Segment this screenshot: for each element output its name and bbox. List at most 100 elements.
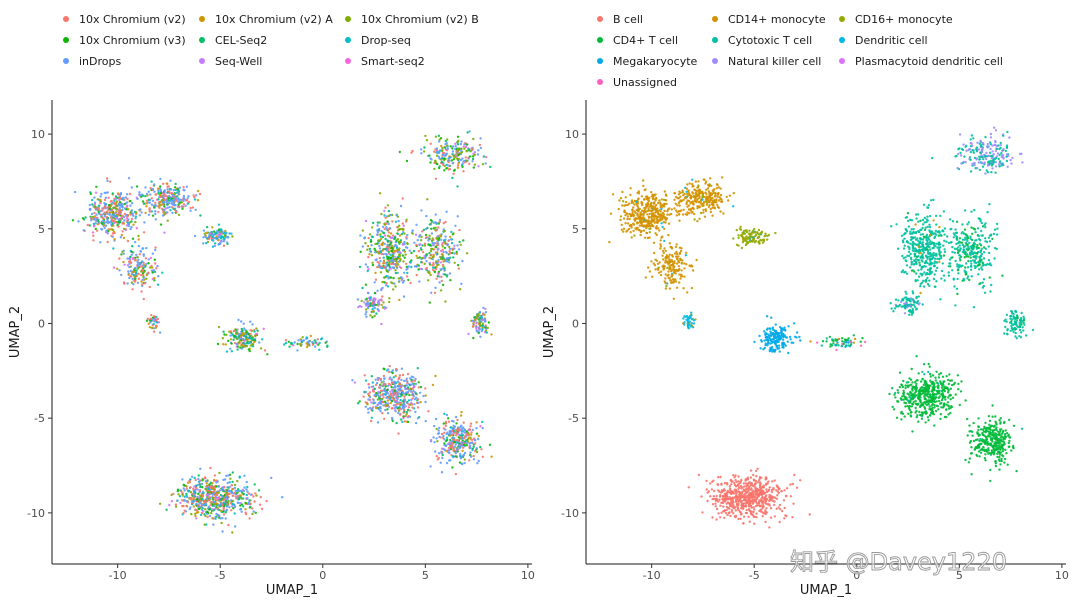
- data-point: [167, 197, 170, 200]
- data-point: [441, 267, 444, 270]
- data-point: [414, 382, 418, 386]
- data-point: [633, 203, 636, 206]
- data-point: [660, 222, 663, 225]
- data-point: [404, 405, 408, 408]
- data-point: [163, 198, 166, 201]
- data-point: [829, 345, 832, 348]
- data-point: [369, 249, 372, 253]
- data-point: [665, 202, 668, 206]
- data-point: [194, 208, 197, 211]
- data-point: [391, 254, 394, 257]
- data-point: [690, 314, 693, 317]
- data-point: [397, 253, 401, 257]
- data-point: [451, 145, 455, 148]
- data-point: [478, 321, 481, 325]
- data-point: [386, 239, 389, 243]
- data-point: [215, 512, 218, 516]
- data-point: [121, 202, 124, 206]
- data-point: [132, 283, 135, 286]
- data-point: [454, 452, 457, 455]
- data-point: [258, 341, 261, 344]
- data-point: [795, 331, 799, 334]
- data-point: [386, 399, 389, 402]
- data-point: [212, 504, 216, 508]
- data-point: [676, 197, 679, 200]
- data-point: [133, 268, 136, 271]
- data-point: [475, 450, 479, 454]
- data-point: [161, 271, 164, 274]
- data-point: [92, 234, 95, 237]
- data-point: [223, 333, 226, 336]
- data-point: [405, 236, 408, 239]
- data-point: [629, 193, 632, 197]
- data-point: [131, 245, 134, 248]
- data-point: [662, 213, 665, 216]
- data-point: [383, 234, 387, 237]
- data-point: [766, 234, 769, 238]
- data-point: [227, 499, 230, 503]
- data-point: [202, 229, 206, 232]
- data-point: [825, 340, 828, 343]
- data-point: [479, 335, 482, 338]
- data-point: [771, 328, 775, 331]
- data-point: [134, 277, 137, 280]
- data-point: [383, 417, 386, 420]
- data-point: [660, 198, 663, 201]
- data-point: [154, 248, 157, 252]
- data-point: [390, 213, 394, 217]
- data-point: [678, 281, 681, 284]
- data-point: [250, 335, 253, 338]
- data-point: [153, 258, 156, 261]
- data-point: [439, 289, 443, 292]
- data-point: [114, 195, 118, 198]
- data-point: [463, 428, 466, 432]
- data-point: [367, 411, 370, 414]
- data-point: [368, 233, 372, 236]
- data-point: [199, 485, 202, 488]
- data-point: [621, 190, 624, 194]
- data-point: [193, 198, 197, 201]
- data-point: [401, 197, 404, 200]
- data-point: [446, 138, 449, 141]
- data-point: [626, 217, 629, 221]
- data-point: [387, 396, 390, 399]
- data-point: [198, 497, 202, 501]
- data-point: [434, 213, 437, 216]
- data-point: [655, 217, 658, 221]
- data-point: [392, 398, 395, 401]
- data-point: [479, 425, 482, 428]
- data-point: [396, 397, 399, 401]
- data-point: [686, 291, 689, 294]
- data-point: [136, 256, 139, 259]
- data-point: [178, 201, 182, 204]
- data-point: [782, 342, 786, 345]
- data-point: [305, 345, 309, 349]
- data-point: [185, 185, 189, 188]
- data-point: [694, 180, 697, 183]
- data-point: [394, 259, 398, 263]
- data-point: [469, 441, 472, 445]
- data-point: [121, 230, 124, 233]
- data-point: [358, 400, 361, 403]
- data-point: [356, 402, 360, 405]
- data-point: [234, 328, 237, 331]
- data-point: [405, 218, 408, 221]
- data-point: [708, 194, 712, 198]
- data-point: [651, 218, 655, 222]
- data-point: [437, 166, 441, 170]
- data-point: [270, 476, 273, 480]
- legend-key: [63, 37, 69, 43]
- data-point: [687, 208, 691, 211]
- data-point: [174, 188, 177, 192]
- data-point: [197, 474, 200, 477]
- data-point: [405, 411, 409, 414]
- data-point: [461, 462, 464, 466]
- data-point: [251, 323, 254, 326]
- data-point: [413, 403, 416, 406]
- data-point: [417, 386, 420, 389]
- data-point: [397, 248, 401, 252]
- data-point: [656, 221, 659, 224]
- data-point: [774, 231, 777, 235]
- data-point: [745, 242, 748, 246]
- data-point: [313, 345, 317, 348]
